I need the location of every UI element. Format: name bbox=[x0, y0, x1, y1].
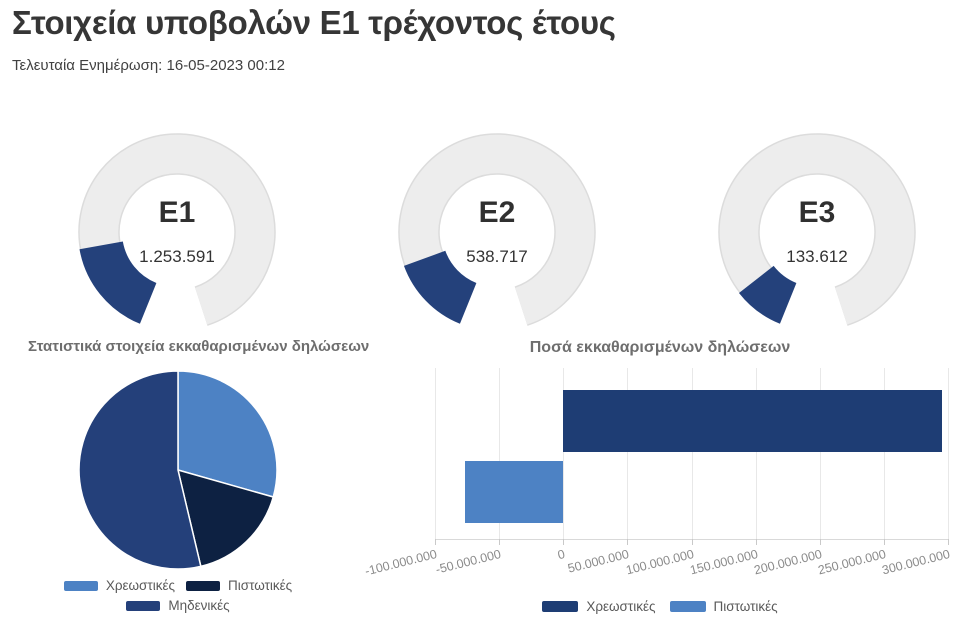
legend-swatch bbox=[63, 580, 98, 591]
bar-legend-item-Πιστωτικές[interactable]: Πιστωτικές bbox=[669, 599, 778, 614]
axis-tick bbox=[755, 539, 757, 545]
gauge-e3: E3 133.612 bbox=[717, 132, 917, 332]
gridline bbox=[883, 368, 885, 539]
gridline bbox=[948, 368, 949, 539]
axis-tick bbox=[883, 539, 885, 545]
gauge-e3-arc bbox=[718, 133, 916, 326]
pie-legend-row-2: Μηδενικές bbox=[18, 598, 338, 613]
bar-chart-plot-area bbox=[435, 368, 949, 545]
axis-tick bbox=[691, 539, 693, 545]
gridline bbox=[691, 368, 693, 539]
legend-label: Χρεωστικές bbox=[586, 599, 656, 614]
gauge-track-inner bbox=[719, 134, 915, 325]
pie-slice-Πιστωτικές bbox=[177, 469, 274, 568]
gridline bbox=[627, 368, 629, 539]
legend-swatch bbox=[542, 601, 579, 612]
pie-legend-item-Χρεωστικές[interactable]: Χρεωστικές bbox=[63, 578, 175, 593]
gridline bbox=[755, 368, 757, 539]
last-update-timestamp: Τελευταία Ενημέρωση: 16-05-2023 00:12 bbox=[12, 57, 285, 74]
axis-tick-label: 50.000.000 bbox=[566, 547, 631, 576]
axis-tick bbox=[563, 539, 565, 545]
axis-tick-label: 200.000.000 bbox=[752, 547, 824, 578]
gauge-e2-label: E2 bbox=[478, 196, 516, 229]
gauge-progress bbox=[79, 240, 158, 324]
pie-slice-Χρεωστικές bbox=[177, 370, 278, 498]
legend-swatch bbox=[669, 601, 706, 612]
bar-legend-item-Χρεωστικές[interactable]: Χρεωστικές bbox=[542, 599, 656, 614]
axis-tick-label: 300.000.000 bbox=[880, 547, 952, 578]
gauge-e2-arc bbox=[398, 133, 596, 326]
gauge-e3-label: E3 bbox=[798, 196, 836, 229]
page-title: Στοιχεία υποβολών Ε1 τρέχοντος έτους bbox=[12, 4, 616, 41]
gauge-e3-value: 133.612 bbox=[786, 247, 848, 266]
axis-tick-label: -100.000.000 bbox=[363, 547, 439, 579]
legend-label: Πιστωτικές bbox=[228, 578, 293, 593]
bar-Χρεωστικές bbox=[563, 389, 942, 452]
gridline bbox=[499, 368, 501, 539]
gauge-e1-value: 1.253.591 bbox=[139, 247, 215, 266]
gauge-progress bbox=[738, 265, 798, 324]
axis-tick-label: -50.000.000 bbox=[434, 547, 503, 577]
pie-legend-item-Μηδενικές[interactable]: Μηδενικές bbox=[126, 598, 230, 613]
legend-label: Χρεωστικές bbox=[105, 578, 175, 593]
bar-chart-legend: Χρεωστικές Πιστωτικές bbox=[495, 599, 825, 614]
pie-slice-Μηδενικές bbox=[78, 370, 202, 570]
pie-chart bbox=[78, 370, 278, 570]
legend-swatch bbox=[186, 580, 220, 591]
gauge-e2: E2 538.717 bbox=[397, 132, 597, 332]
axis-tick-label: 250.000.000 bbox=[816, 547, 888, 578]
pie-legend-row-1: Χρεωστικές Πιστωτικές bbox=[18, 578, 338, 593]
bar-chart-x-axis: -100.000.000 -50.000.000 0 50.000.000 100.00… bbox=[364, 547, 952, 592]
gauge-e1-label: E1 bbox=[158, 196, 196, 229]
axis-tick bbox=[819, 539, 821, 545]
pie-chart-title: Στατιστικά στοιχεία εκκαθαρισμένων δηλώσ… bbox=[28, 338, 370, 355]
gauge-e1-arc bbox=[78, 133, 276, 326]
axis-tick-label: 100.000.000 bbox=[624, 547, 695, 578]
legend-swatch bbox=[126, 600, 161, 611]
gauge-track-inner bbox=[399, 134, 595, 325]
axis-tick bbox=[627, 539, 629, 545]
bar-Πιστωτικές bbox=[464, 461, 564, 524]
axis-tick bbox=[948, 539, 949, 545]
gauge-e1: E1 1.253.591 bbox=[77, 132, 277, 332]
legend-label: Πιστωτικές bbox=[713, 599, 778, 614]
pie-legend-item-Πιστωτικές[interactable]: Πιστωτικές bbox=[186, 578, 292, 593]
gridline bbox=[435, 368, 436, 539]
gauge-e2-value: 538.717 bbox=[466, 247, 528, 266]
gauge-progress bbox=[403, 249, 478, 324]
axis-tick bbox=[435, 539, 436, 545]
axis-tick-label: 150.000.000 bbox=[688, 547, 759, 578]
gridline bbox=[563, 368, 565, 539]
axis-tick-label: 0 bbox=[556, 547, 567, 563]
axis-tick bbox=[499, 539, 501, 545]
gridline bbox=[819, 368, 821, 539]
legend-label: Μηδενικές bbox=[168, 598, 230, 613]
bar-chart-title: Ποσά εκκαθαρισμένων δηλώσεων bbox=[529, 339, 791, 356]
